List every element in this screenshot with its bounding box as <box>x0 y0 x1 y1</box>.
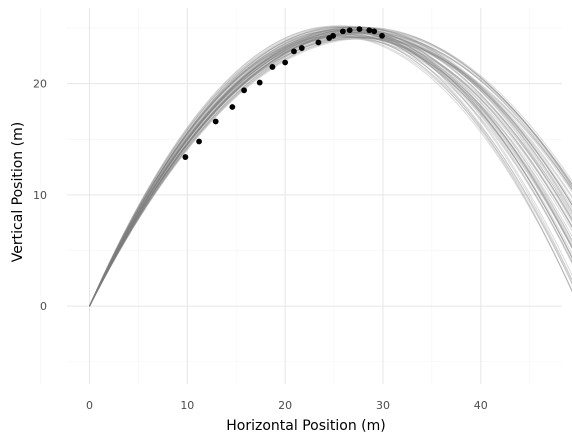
trajectory-line <box>89 28 572 307</box>
observed-point <box>241 87 247 94</box>
observed-point <box>379 32 385 39</box>
trajectory-line <box>89 32 572 307</box>
observed-point <box>339 28 346 35</box>
trajectory-line <box>89 34 572 307</box>
trajectory-line <box>89 35 572 307</box>
observed-point <box>291 48 297 55</box>
observed-point <box>298 45 305 51</box>
trajectory-line <box>89 33 572 307</box>
trajectory-line <box>89 27 572 307</box>
trajectory-line <box>89 32 572 307</box>
trajectory-line <box>89 26 572 307</box>
trajectory-line <box>89 28 572 307</box>
x-tick-label: 0 <box>86 399 93 412</box>
y-tick-label: 10 <box>33 189 47 202</box>
trajectory-line <box>89 29 572 307</box>
trajectory-line <box>89 31 572 307</box>
x-tick-label: 30 <box>376 399 390 412</box>
trajectory-line <box>89 26 572 307</box>
major-gridlines <box>67 8 562 384</box>
trajectory-line <box>89 30 572 307</box>
trajectory-line <box>89 35 572 307</box>
observed-point <box>269 64 276 70</box>
trajectory-line <box>89 28 572 307</box>
observed-point <box>356 26 363 33</box>
trajectory-line <box>89 37 572 307</box>
trajectory-line <box>89 33 572 307</box>
trajectory-line <box>89 33 572 307</box>
minor-gridlines <box>40 8 562 384</box>
observed-points <box>182 26 385 160</box>
observed-point <box>346 27 353 34</box>
observed-point <box>315 39 322 46</box>
trajectory-line <box>89 33 572 307</box>
x-tick-label: 10 <box>180 399 194 412</box>
observed-point <box>182 154 189 160</box>
trajectory-line <box>89 26 572 307</box>
trajectory-line <box>89 29 572 307</box>
trajectory-line <box>89 35 572 307</box>
y-axis-ticks: 0 10 20 <box>33 78 47 313</box>
trajectory-line <box>89 35 572 307</box>
trajectory-line <box>89 37 572 307</box>
observed-point <box>366 27 373 34</box>
trajectory-line <box>89 36 572 307</box>
x-tick-label: 40 <box>474 399 488 412</box>
trajectory-line <box>89 29 572 307</box>
observed-point <box>196 138 202 145</box>
y-axis-label: Vertical Position (m) <box>10 122 26 262</box>
observed-point <box>371 28 378 35</box>
observed-point <box>282 59 289 66</box>
observed-point <box>330 32 336 39</box>
trajectory-line <box>89 25 572 307</box>
trajectory-line <box>89 38 572 307</box>
trajectory-line <box>89 28 572 307</box>
trajectory-line <box>89 34 572 307</box>
trajectory-line <box>89 32 572 307</box>
trajectory-line <box>89 36 572 307</box>
trajectory-line <box>89 31 572 307</box>
trajectory-line <box>89 27 572 307</box>
trajectory-line <box>89 31 572 307</box>
y-tick-label: 0 <box>40 300 47 313</box>
x-tick-label: 20 <box>278 399 292 412</box>
trajectory-line <box>89 29 572 307</box>
x-axis-label: Horizontal Position (m) <box>226 418 385 434</box>
trajectory-line <box>89 26 572 307</box>
trajectory-line <box>89 32 572 307</box>
trajectory-line <box>89 36 572 307</box>
trajectory-line <box>89 25 572 307</box>
trajectory-line <box>89 28 572 307</box>
trajectory-line <box>89 26 572 307</box>
trajectory-line <box>89 28 572 307</box>
trajectory-line <box>89 30 572 307</box>
trajectory-line <box>89 33 572 307</box>
simulated-trajectories <box>89 25 572 307</box>
observed-point <box>229 104 236 110</box>
trajectory-line <box>89 35 572 307</box>
trajectory-line <box>89 37 572 307</box>
trajectory-line <box>89 31 572 307</box>
trajectory-line <box>89 26 572 307</box>
trajectory-line <box>89 33 572 307</box>
trajectory-line <box>89 29 572 307</box>
trajectory-line <box>89 26 572 307</box>
observed-point <box>256 79 263 86</box>
trajectory-line <box>89 30 572 307</box>
x-axis-ticks: 0 10 20 30 40 <box>86 399 488 412</box>
y-tick-label: 20 <box>33 78 47 91</box>
trajectory-line <box>89 36 572 307</box>
observed-point <box>212 118 219 125</box>
trajectory-line <box>89 36 572 307</box>
